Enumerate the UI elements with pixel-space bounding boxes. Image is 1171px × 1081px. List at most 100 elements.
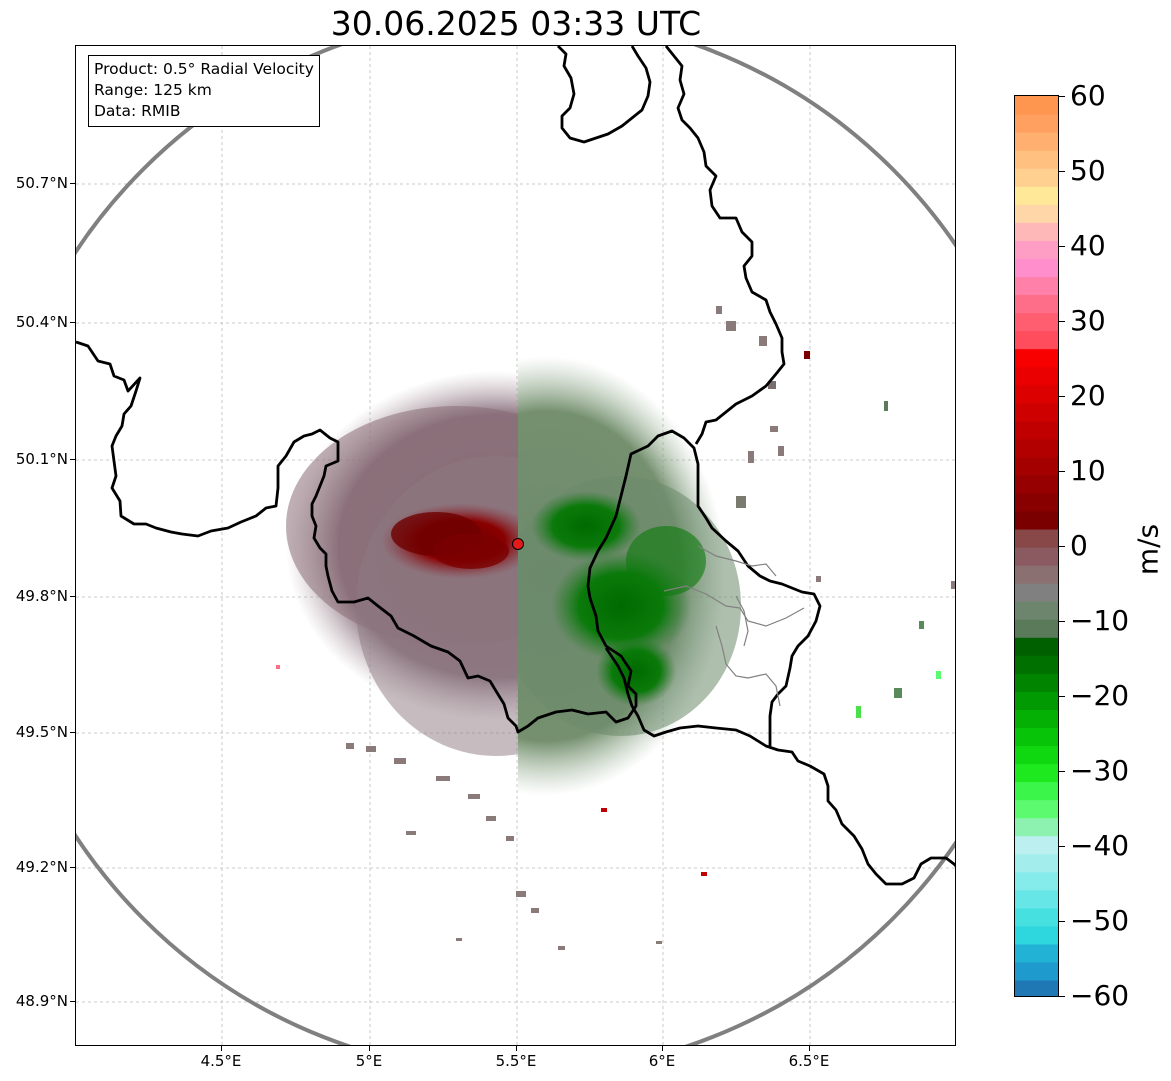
colorbar-tick	[1059, 246, 1065, 247]
colorbar-swatch	[1015, 655, 1058, 674]
colorbar-swatch	[1015, 330, 1058, 350]
chart-title: 30.06.2025 03:33 UTC	[330, 4, 702, 43]
colorbar-swatch	[1015, 709, 1058, 728]
colorbar-label: −20	[1070, 679, 1130, 712]
radar-site-marker[interactable]	[512, 538, 524, 550]
colorbar-swatch	[1015, 763, 1058, 783]
colorbar-swatch	[1015, 889, 1058, 909]
colorbar-label: −10	[1070, 604, 1130, 637]
colorbar-swatch	[1015, 961, 1058, 981]
colorbar-tick	[1059, 396, 1065, 397]
radar-map[interactable]	[75, 45, 956, 1046]
colorbar-swatch	[1015, 907, 1058, 927]
colorbar-swatch	[1015, 348, 1058, 368]
colorbar-swatch	[1015, 132, 1058, 151]
colorbar-swatch	[1015, 799, 1058, 819]
colorbar-tick	[1059, 846, 1065, 847]
colorbar-tick	[1059, 996, 1065, 997]
radar-echoes-west	[286, 371, 518, 756]
lon-label: 4.5°E	[200, 1052, 242, 1070]
colorbar-tick	[1059, 171, 1065, 172]
data-source-label: Data: RMIB	[94, 102, 181, 120]
colorbar-tick	[1059, 621, 1065, 622]
colorbar-swatch	[1015, 925, 1058, 945]
colorbar-label: 60	[1070, 79, 1106, 112]
colorbar-swatch	[1015, 853, 1058, 873]
colorbar-swatch	[1015, 438, 1058, 458]
lat-label: 50.4°N	[15, 313, 68, 331]
colorbar-label: 50	[1070, 154, 1106, 187]
colorbar-swatch	[1015, 619, 1058, 638]
colorbar-swatch	[1015, 474, 1058, 494]
lat-tick	[70, 596, 75, 597]
regional-borders	[663, 545, 805, 707]
radar-speckle	[276, 306, 955, 950]
colorbar-swatch	[1015, 204, 1058, 223]
lon-tick	[369, 1046, 370, 1051]
colorbar-swatch	[1015, 727, 1058, 747]
colorbar-label: 20	[1070, 379, 1106, 412]
lat-tick	[70, 322, 75, 323]
colorbar-label: 40	[1070, 229, 1106, 262]
colorbar-swatch	[1015, 565, 1058, 584]
colorbar-swatch	[1015, 168, 1058, 187]
colorbar-swatch	[1015, 492, 1058, 512]
colorbar-swatch	[1015, 276, 1058, 296]
colorbar-label: −40	[1070, 829, 1130, 862]
colorbar-swatch	[1015, 979, 1058, 996]
colorbar-swatch	[1015, 943, 1058, 963]
lon-tick	[662, 1046, 663, 1051]
colorbar-swatch	[1015, 637, 1058, 656]
country-borders	[76, 46, 955, 886]
lon-tick	[516, 1046, 517, 1051]
lon-label: 6°E	[648, 1052, 676, 1070]
colorbar-unit-label: m/s	[1131, 523, 1165, 576]
colorbar-tick	[1059, 696, 1065, 697]
colorbar-swatch	[1015, 222, 1058, 241]
colorbar-swatch	[1015, 510, 1058, 530]
lat-label: 50.7°N	[15, 174, 68, 192]
range-label: Range: 125 km	[94, 81, 212, 99]
colorbar-swatch	[1015, 781, 1058, 801]
colorbar-tick	[1059, 321, 1065, 322]
colorbar-label: −50	[1070, 904, 1130, 937]
velocity-colorbar	[1014, 95, 1059, 997]
colorbar-swatch	[1015, 150, 1058, 169]
colorbar-label: 10	[1070, 454, 1106, 487]
colorbar-label: 0	[1070, 529, 1088, 562]
colorbar-tick	[1059, 771, 1065, 772]
lon-label: 5.5°E	[495, 1052, 537, 1070]
colorbar-swatch	[1015, 745, 1058, 765]
product-info-box: Product: 0.5° Radial Velocity Range: 125…	[88, 55, 320, 127]
lat-label: 49.2°N	[15, 858, 68, 876]
colorbar-swatch	[1015, 871, 1058, 891]
colorbar-swatch	[1015, 402, 1058, 422]
lon-label: 5°E	[355, 1052, 383, 1070]
lat-label: 50.1°N	[15, 450, 68, 468]
product-label: Product: 0.5° Radial Velocity	[94, 60, 314, 78]
colorbar-swatch	[1015, 384, 1058, 404]
lat-tick	[70, 1001, 75, 1002]
map-canvas[interactable]	[76, 46, 956, 1046]
colorbar-swatch	[1015, 294, 1058, 314]
colorbar-tick	[1059, 471, 1065, 472]
lat-label: 48.9°N	[15, 992, 68, 1010]
colorbar-swatch	[1015, 456, 1058, 476]
lon-tick	[221, 1046, 222, 1051]
colorbar-swatch	[1015, 240, 1058, 259]
colorbar-swatch	[1015, 366, 1058, 386]
lat-tick	[70, 183, 75, 184]
colorbar-swatch	[1015, 420, 1058, 440]
colorbar-swatch	[1015, 583, 1058, 602]
colorbar-tick	[1059, 546, 1065, 547]
colorbar-swatch	[1015, 528, 1058, 548]
colorbar-swatch	[1015, 835, 1058, 855]
colorbar-swatch	[1015, 673, 1058, 692]
colorbar-tick	[1059, 921, 1065, 922]
colorbar-swatch	[1015, 547, 1058, 566]
colorbar-swatch	[1015, 258, 1058, 277]
colorbar-swatch	[1015, 96, 1058, 115]
colorbar-swatch	[1015, 817, 1058, 837]
radar-echoes-east	[518, 356, 741, 796]
colorbar-label: −60	[1070, 979, 1130, 1012]
